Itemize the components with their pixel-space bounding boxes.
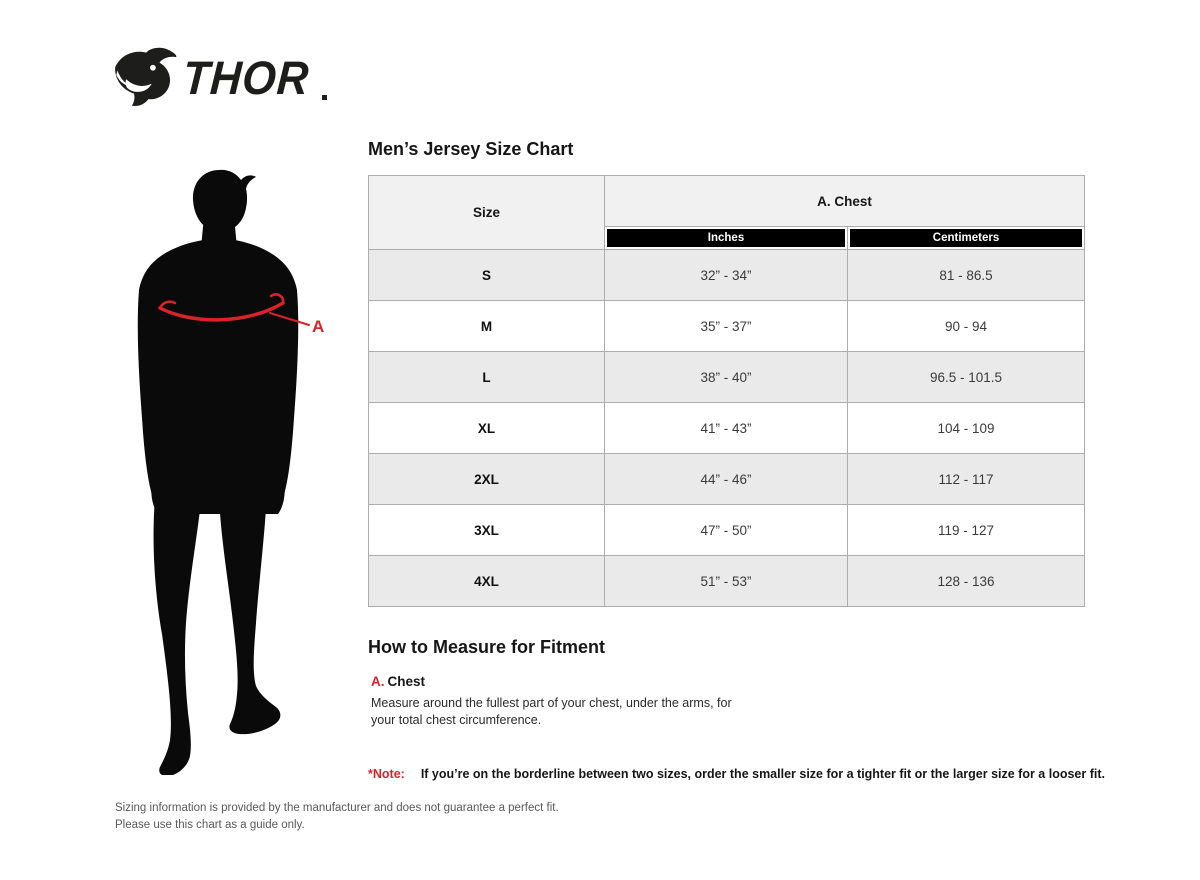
centimeters-header: Centimeters <box>850 229 1083 247</box>
centimeters-value: 128 - 136 <box>846 555 1086 607</box>
size-chart-table: Size A. Chest Inches Centimeters S 32” -… <box>368 175 1086 607</box>
centimeters-value: 104 - 109 <box>846 402 1086 454</box>
brand-logo: THOR <box>107 46 328 108</box>
inches-value: 47” - 50” <box>604 504 848 556</box>
size-value: 2XL <box>368 453 605 505</box>
measure-letter: A. <box>371 674 385 689</box>
size-table-body: S 32” - 34” 81 - 86.5 M 35” - 37” 90 - 9… <box>368 249 1086 607</box>
size-value: 3XL <box>368 504 605 556</box>
inches-value: 38” - 40” <box>604 351 848 403</box>
thor-ram-head-icon <box>115 47 177 107</box>
measure-name: Chest <box>387 674 426 689</box>
size-table-row: 2XL 44” - 46” 112 - 117 <box>368 453 1086 505</box>
inches-header: Inches <box>607 229 845 247</box>
centimeters-value: 96.5 - 101.5 <box>846 351 1086 403</box>
size-table-row: M 35” - 37” 90 - 94 <box>368 300 1086 352</box>
size-chart-title: Men’s Jersey Size Chart <box>368 139 574 159</box>
size-table-row: 4XL 51” - 53” 128 - 136 <box>368 555 1086 607</box>
inches-value: 51” - 53” <box>604 555 848 607</box>
brand-logo-text: THOR <box>181 50 311 104</box>
centimeters-value: 81 - 86.5 <box>846 249 1086 301</box>
note-text: If you’re on the borderline between two … <box>420 767 1105 781</box>
note-label: *Note: <box>368 767 405 781</box>
manufacturer-disclaimer: Sizing information is provided by the ma… <box>115 800 559 834</box>
size-column-header: Size <box>368 175 605 250</box>
size-table-row: L 38” - 40” 96.5 - 101.5 <box>368 351 1086 403</box>
sizing-note: *Note: If you’re on the borderline betwee… <box>368 767 1105 781</box>
size-value: XL <box>368 402 605 454</box>
silhouette-torso <box>145 238 291 514</box>
centimeters-value: 119 - 127 <box>846 504 1086 556</box>
how-to-measure-title: How to Measure for Fitment <box>368 637 606 657</box>
inches-value: 44” - 46” <box>604 453 848 505</box>
inches-value: 41” - 43” <box>604 402 848 454</box>
disclaimer-line-2: Please use this chart as a guide only. <box>115 819 305 831</box>
disclaimer-line-1: Sizing information is provided by the ma… <box>115 802 559 814</box>
measure-item-chest: A. Chest Measure around the fullest part … <box>371 673 743 728</box>
inches-value: 32” - 34” <box>604 249 848 301</box>
size-table-row: S 32” - 34” 81 - 86.5 <box>368 249 1086 301</box>
chest-measurement-line <box>158 293 310 326</box>
chest-group-header: A. Chest <box>603 175 1086 227</box>
inches-value: 35” - 37” <box>604 300 848 352</box>
size-value: L <box>368 351 605 403</box>
size-value: M <box>368 300 605 352</box>
chest-measurement-label: A <box>312 317 324 336</box>
centimeters-value: 112 - 117 <box>846 453 1086 505</box>
logo-period-dot <box>322 95 328 100</box>
size-table-row: 3XL 47” - 50” 119 - 127 <box>368 504 1086 556</box>
size-table-row: XL 41” - 43” 104 - 109 <box>368 402 1086 454</box>
measure-description: Measure around the fullest part of your … <box>371 696 732 727</box>
centimeters-value: 90 - 94 <box>846 300 1086 352</box>
size-value: S <box>368 249 605 301</box>
size-value: 4XL <box>368 555 605 607</box>
male-silhouette-figure: A <box>137 169 324 775</box>
